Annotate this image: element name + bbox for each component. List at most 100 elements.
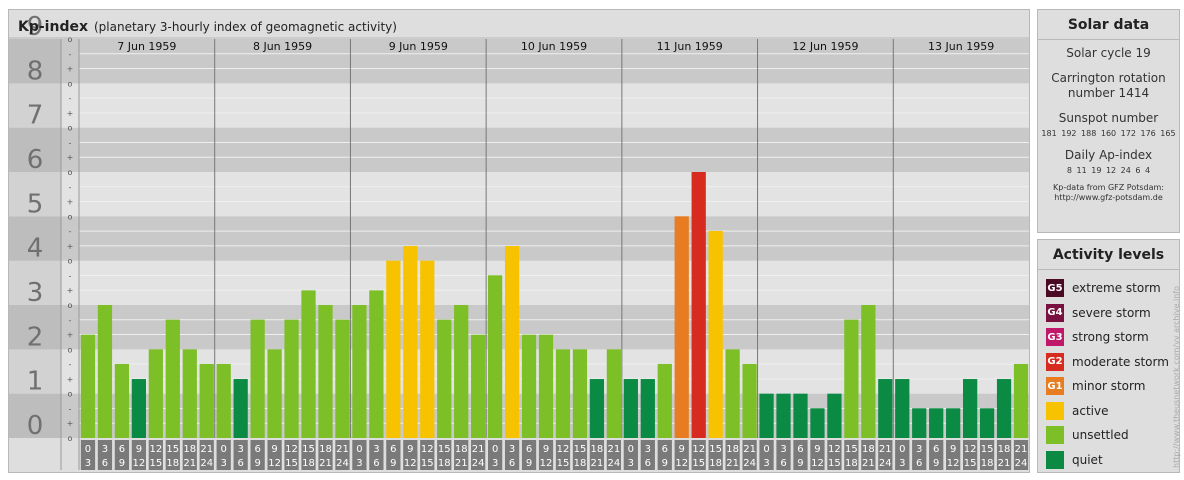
kp-bar (979, 408, 995, 438)
kp-bar (403, 246, 418, 438)
interval-cell (216, 440, 231, 470)
interval-end-label: 15 (285, 458, 298, 469)
interval-cell (182, 440, 197, 470)
interval-end-label: 24 (472, 458, 485, 469)
kp-chart-panel: 0 1 2 3 4 5 6 7 8 9 o + - o + - o + - o + - o + - o + - o + - o + - o + - o 7 … (8, 9, 1030, 473)
interval-start-label: 0 (221, 444, 227, 455)
interval-start-label: 21 (472, 444, 485, 455)
interval-start-label: 12 (285, 444, 298, 455)
kp-bar (878, 379, 893, 438)
y-tick-label: 3 (27, 278, 44, 308)
kp-bar (301, 290, 316, 438)
interval-cell (725, 440, 740, 470)
carrington-rotation-label: Carrington rotation (1051, 71, 1166, 85)
watermark: http://www.theusnetwork.com/vv archive.i… (1172, 285, 1181, 468)
day-label: 11 Jun 1959 (657, 40, 723, 53)
y-sub-label: - (69, 360, 72, 369)
interval-start-label: 9 (407, 444, 413, 455)
y-tick-label: 1 (27, 367, 44, 397)
interval-start-label: 6 (933, 444, 939, 455)
interval-cell (454, 440, 469, 470)
interval-cell (318, 440, 333, 470)
activity-levels-header: Activity levels (1052, 247, 1165, 263)
y-axis-band (9, 216, 61, 261)
interval-end-label: 15 (964, 458, 977, 469)
interval-start-label: 9 (814, 444, 820, 455)
interval-end-label: 6 (780, 458, 786, 469)
interval-end-label: 21 (998, 458, 1011, 469)
interval-end-label: 6 (916, 458, 922, 469)
kp-bar (80, 334, 96, 438)
legend-label: strong storm (1072, 330, 1149, 345)
y-sub-label: + (67, 286, 74, 295)
interval-end-label: 24 (608, 458, 621, 469)
kp-bar (250, 319, 265, 438)
interval-cell (199, 440, 214, 470)
interval-start-label: 15 (709, 444, 722, 455)
y-tick-label: 8 (27, 56, 44, 86)
interval-cell (691, 440, 706, 470)
data-credit-link[interactable]: http://www.gfz-potsdam.de (1054, 193, 1163, 202)
kp-bar (538, 334, 554, 438)
kp-bar (912, 408, 927, 438)
legend-label: active (1072, 403, 1109, 418)
chart-title-main: Kp-index (18, 19, 88, 35)
legend-swatch (1046, 426, 1064, 445)
interval-cell (742, 440, 757, 470)
interval-start-label: 15 (302, 444, 315, 455)
interval-start-label: 6 (390, 444, 396, 455)
carrington-rotation-number: number 1414 (1067, 86, 1150, 100)
interval-cell (776, 440, 791, 470)
interval-end-label: 15 (149, 458, 162, 469)
interval-start-label: 0 (628, 444, 634, 455)
interval-cell (114, 440, 130, 470)
y-axis-band (9, 39, 61, 84)
day-label: 7 Jun 1959 (117, 40, 176, 53)
y-sub-label: + (67, 375, 74, 384)
interval-end-label: 3 (492, 458, 498, 469)
interval-cell (606, 440, 621, 470)
y-tick-label: 7 (27, 101, 44, 131)
interval-start-label: 18 (183, 444, 196, 455)
interval-cell (555, 440, 571, 470)
y-sub-label: - (69, 227, 72, 236)
interval-end-label: 21 (726, 458, 739, 469)
interval-cell (233, 440, 248, 470)
legend-item: G1 minor storm (1038, 374, 1179, 399)
kp-bar (97, 305, 113, 438)
interval-start-label: 3 (373, 444, 379, 455)
interval-end-label: 21 (591, 458, 604, 469)
y-sub-label: - (69, 138, 72, 147)
kp-bar (318, 305, 333, 438)
y-axis-band (9, 83, 61, 128)
interval-end-label: 3 (85, 458, 91, 469)
interval-end-label: 18 (574, 458, 587, 469)
interval-cell (793, 440, 808, 470)
kp-bar (657, 363, 672, 438)
legend-item: active (1038, 399, 1179, 424)
y-sub-label: + (67, 65, 74, 74)
y-sub-label: o (68, 434, 73, 443)
ap-index-label: Daily Ap-index (1064, 148, 1153, 162)
kp-bar (233, 379, 248, 438)
kp-bar (793, 393, 808, 438)
kp-bar (182, 349, 197, 438)
solar-cycle: Solar cycle 19 (1066, 46, 1151, 60)
interval-start-label: 9 (271, 444, 277, 455)
interval-start-label: 0 (85, 444, 91, 455)
legend-swatch (1046, 450, 1064, 469)
kp-bar (504, 246, 520, 438)
interval-end-label: 12 (268, 458, 281, 469)
interval-cell (335, 440, 350, 470)
interval-start-label: 15 (845, 444, 858, 455)
interval-cell (386, 440, 401, 470)
kp-bar (369, 290, 384, 438)
kp-bar (725, 349, 740, 438)
legend-item: G5 extreme storm (1038, 276, 1179, 301)
interval-cell (827, 440, 842, 470)
y-axis-band (9, 349, 61, 394)
interval-cell (929, 440, 944, 470)
interval-end-label: 21 (319, 458, 332, 469)
kp-bar (640, 379, 655, 438)
y-sub-label: o (68, 35, 73, 44)
